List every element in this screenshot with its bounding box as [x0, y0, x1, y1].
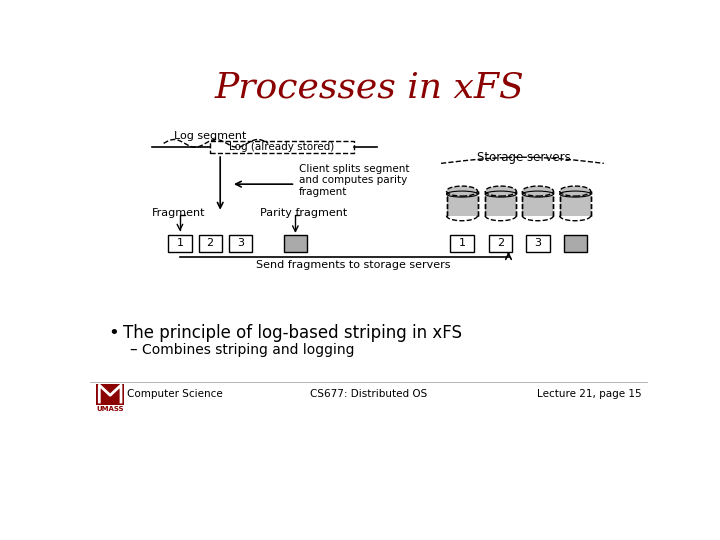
Bar — [199, 235, 222, 252]
Ellipse shape — [485, 186, 516, 196]
Text: 2: 2 — [498, 239, 504, 248]
Text: Storage servers: Storage servers — [477, 151, 571, 164]
Text: 1: 1 — [176, 239, 184, 248]
Bar — [446, 191, 477, 215]
Text: Computer Science: Computer Science — [127, 389, 223, 400]
Text: UMASS: UMASS — [96, 406, 124, 412]
Ellipse shape — [559, 186, 590, 196]
Ellipse shape — [523, 186, 554, 196]
Text: Parity fragment: Parity fragment — [261, 208, 348, 218]
Text: 1: 1 — [459, 239, 466, 248]
Text: Log segment: Log segment — [174, 131, 246, 140]
Ellipse shape — [446, 186, 477, 196]
Bar — [564, 235, 587, 252]
Text: 3: 3 — [534, 239, 541, 248]
Text: Send fragments to storage servers: Send fragments to storage servers — [256, 260, 451, 270]
Text: Fragment: Fragment — [152, 208, 205, 218]
Bar — [526, 235, 549, 252]
Text: –: – — [129, 342, 136, 357]
Text: 2: 2 — [207, 239, 214, 248]
Text: Combines striping and logging: Combines striping and logging — [142, 343, 354, 357]
Bar — [485, 191, 516, 215]
Text: Client splits segment
and computes parity
fragment: Client splits segment and computes parit… — [300, 164, 410, 197]
Bar — [168, 235, 192, 252]
Bar — [523, 191, 554, 215]
Text: 3: 3 — [237, 239, 244, 248]
Bar — [451, 235, 474, 252]
Text: •: • — [108, 324, 119, 342]
Text: Log (already stored): Log (already stored) — [229, 142, 334, 152]
Text: Lecture 21, page 15: Lecture 21, page 15 — [537, 389, 642, 400]
Text: The principle of log-based striping in xFS: The principle of log-based striping in x… — [122, 324, 462, 342]
Bar — [210, 141, 354, 153]
Bar — [229, 235, 252, 252]
Bar — [96, 383, 124, 405]
Text: CS677: Distributed OS: CS677: Distributed OS — [310, 389, 428, 400]
Text: Processes in xFS: Processes in xFS — [214, 71, 524, 105]
Bar — [284, 235, 307, 252]
Bar — [489, 235, 513, 252]
Bar — [559, 191, 590, 215]
